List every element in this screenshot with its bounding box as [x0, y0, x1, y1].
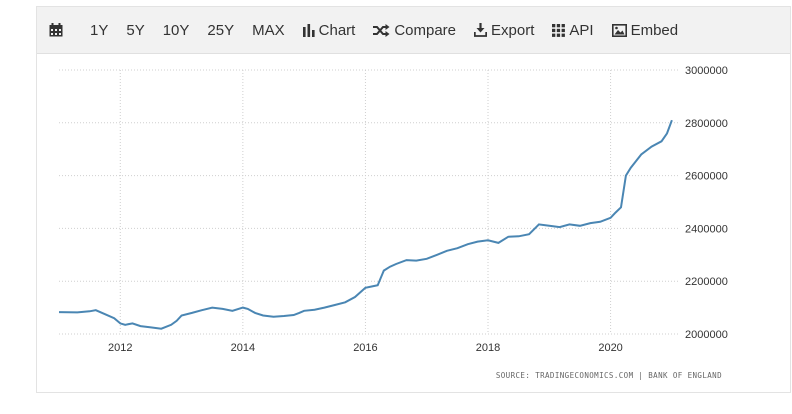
y-tick-label: 2000000: [685, 329, 728, 341]
api-button[interactable]: API: [543, 7, 602, 53]
source-separator: |: [638, 371, 644, 380]
x-tick-label: 2018: [476, 342, 500, 354]
x-tick-label: 2016: [353, 342, 377, 354]
source-prefix: SOURCE:: [495, 371, 531, 380]
y-tick-label: 2600000: [685, 171, 728, 183]
range-25y-label: 25Y: [207, 21, 235, 39]
bar-chart-icon: [302, 23, 315, 37]
chart-label: Chart: [318, 21, 356, 39]
x-tick-label: 2014: [231, 342, 255, 354]
x-tick-label: 2020: [598, 342, 622, 354]
api-label: API: [569, 21, 594, 39]
chart-panel: 1Y 5Y 10Y 25Y MAX Chart Compare Export: [36, 6, 791, 393]
compare-button[interactable]: Compare: [364, 7, 465, 53]
range-max-button[interactable]: MAX: [243, 7, 294, 53]
source-site-link[interactable]: TRADINGECONOMICS.COM: [535, 371, 634, 380]
y-tick-label: 2200000: [685, 276, 728, 288]
export-button[interactable]: Export: [465, 7, 543, 53]
y-axis: 2000000 2200000 2400000 2600000 2800000 30000…: [685, 65, 728, 341]
y-tick-label: 3000000: [685, 65, 728, 77]
y-tick-label: 2800000: [685, 118, 728, 130]
grid-lines: [59, 69, 678, 335]
download-icon: [474, 23, 488, 37]
export-label: Export: [491, 21, 535, 39]
range-5y-label: 5Y: [126, 21, 145, 39]
source-credit: SOURCE: TRADINGECONOMICS.COM | BANK OF E…: [496, 371, 722, 380]
compare-label: Compare: [394, 21, 457, 39]
x-axis: 2012 2014 2016 2018 2020: [108, 342, 623, 354]
shuffle-icon: [373, 23, 390, 37]
chart-toolbar: 1Y 5Y 10Y 25Y MAX Chart Compare Export: [37, 7, 790, 54]
grid-icon: [552, 23, 566, 37]
embed-label: Embed: [630, 21, 679, 39]
range-25y-button[interactable]: 25Y: [198, 7, 243, 53]
range-10y-button[interactable]: 10Y: [154, 7, 199, 53]
chart-button[interactable]: Chart: [294, 7, 365, 53]
calendar-button[interactable]: [37, 7, 81, 53]
range-10y-label: 10Y: [162, 21, 190, 39]
calendar-icon: [49, 23, 63, 37]
range-5y-button[interactable]: 5Y: [117, 7, 153, 53]
image-icon: [611, 23, 627, 37]
x-tick-label: 2012: [108, 342, 132, 354]
series-line: [58, 119, 673, 330]
range-max-label: MAX: [252, 21, 285, 39]
y-tick-label: 2400000: [685, 223, 728, 235]
source-org: BANK OF ENGLAND: [648, 371, 722, 380]
embed-button[interactable]: Embed: [603, 7, 688, 53]
chart-area: 2000000 2200000 2400000 2600000 2800000 30000…: [37, 54, 790, 392]
range-1y-button[interactable]: 1Y: [81, 7, 117, 53]
range-1y-label: 1Y: [90, 21, 109, 39]
line-chart: 2000000 2200000 2400000 2600000 2800000 30000…: [58, 65, 728, 354]
